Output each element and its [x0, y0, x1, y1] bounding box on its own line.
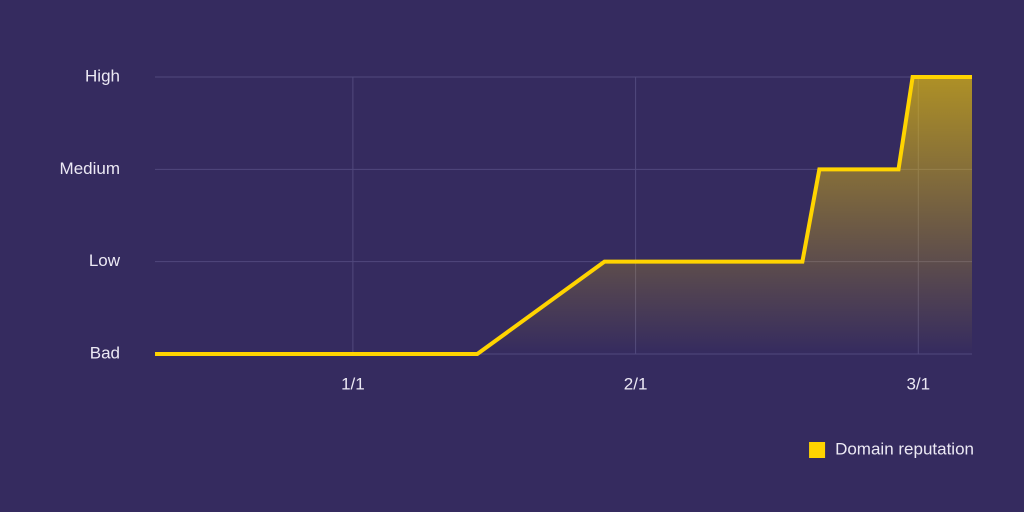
- y-tick-label: Bad: [90, 343, 120, 362]
- x-tick-label: 1/1: [341, 374, 365, 393]
- legend-swatch: [809, 442, 826, 458]
- line: [155, 75, 972, 356]
- y-tick-label: High: [85, 66, 120, 85]
- area: [155, 77, 972, 354]
- x-tick-label: 3/1: [906, 374, 930, 393]
- x-tick-label: 2/1: [624, 374, 648, 393]
- y-tick-label: Medium: [60, 159, 120, 178]
- y-tick-label: Low: [89, 251, 121, 270]
- legend-label: Domain reputation: [835, 439, 974, 458]
